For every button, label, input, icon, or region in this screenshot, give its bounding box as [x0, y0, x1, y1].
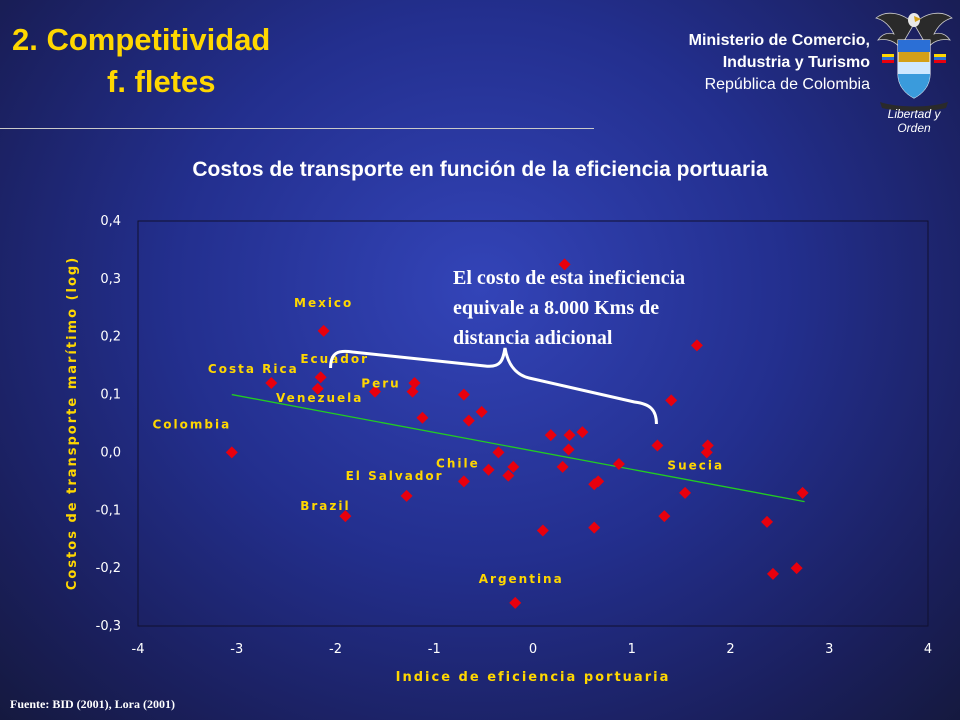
x-tick-label: 4: [924, 642, 932, 657]
data-point-marker: [536, 524, 549, 537]
y-tick-label: 0,3: [100, 272, 121, 287]
source-note: Fuente: BID (2001), Lora (2001): [10, 697, 175, 711]
data-point-marker: [612, 458, 625, 470]
data-point-marker: [761, 515, 774, 528]
data-point-marker: [558, 258, 571, 271]
data-point-marker: [665, 394, 678, 407]
point-label: Venezuela: [276, 391, 363, 405]
y-tick-label: 0,2: [100, 330, 121, 345]
x-tick-label: 1: [628, 642, 636, 657]
data-point-marker: [509, 596, 522, 609]
y-axis-ticks: 0,4 0,3 0,2 0,1 0,0 -0,1 -0,2 -0,3: [96, 214, 121, 634]
data-point-marker: [462, 414, 475, 427]
point-label: Suecia: [667, 458, 724, 472]
data-point-marker: [406, 385, 419, 398]
x-tick-label: 3: [825, 642, 833, 657]
data-point-marker: [556, 460, 569, 473]
data-point-marker: [457, 388, 470, 401]
point-labels: Colombia Costa Rica Mexico Ecuador Venezuela…: [152, 296, 724, 586]
x-tick-label: 0: [529, 642, 537, 657]
data-point-marker: [796, 486, 809, 499]
ministry-line2: Industria y Turismo: [722, 54, 870, 71]
data-point-marker: [408, 377, 421, 389]
point-label: Brazil: [300, 499, 350, 513]
data-point-marker: [790, 562, 803, 575]
data-point-marker: [658, 510, 671, 523]
plot-area: [137, 220, 929, 627]
y-tick-label: 0,0: [100, 445, 121, 460]
slide-subtitle: f. fletes: [107, 64, 216, 99]
data-point-marker: [562, 443, 575, 456]
data-point-marker: [265, 377, 278, 389]
ministry-name: Ministerio de Comercio, Industria y Turi…: [689, 30, 870, 96]
y-tick-label: -0,1: [96, 503, 121, 518]
slide-title: 2. Competitividad: [12, 22, 271, 57]
ministry-line3: República de Colombia: [704, 76, 870, 93]
y-tick-label: 0,1: [100, 388, 121, 403]
point-label: Colombia: [152, 417, 231, 431]
trendline: [231, 393, 805, 503]
data-point-marker: [457, 475, 470, 488]
data-point-marker: [311, 382, 324, 395]
data-point-marker: [690, 339, 703, 352]
data-point-marker: [563, 429, 576, 442]
annotation-line: distancia adicional: [453, 327, 613, 349]
colombia-coat-of-arms-icon: [875, 12, 953, 111]
data-point-marker: [317, 324, 330, 337]
point-label: Argentina: [479, 572, 564, 586]
data-point-marker: [400, 489, 413, 502]
x-tick-label: -2: [329, 642, 342, 657]
data-point-marker: [507, 460, 520, 473]
data-point-marker: [482, 463, 495, 476]
point-label: El Salvador: [346, 469, 444, 483]
data-point-marker: [679, 486, 692, 499]
data-point-marker: [766, 567, 779, 580]
annotation-text: El costo de esta ineficiencia equivale a …: [453, 267, 685, 349]
x-tick-label: -1: [428, 642, 441, 657]
data-point-marker: [651, 439, 664, 452]
point-label: Chile: [436, 456, 480, 470]
data-point-marker: [544, 429, 557, 442]
data-point-marker: [492, 446, 505, 459]
x-tick-label: -4: [132, 642, 145, 657]
x-axis-label: Indice de eficiencia portuaria: [396, 670, 671, 685]
point-label: Costa Rica: [208, 362, 299, 376]
data-point-marker: [416, 411, 429, 424]
chart-title: Costos de transporte en función de la ef…: [192, 158, 768, 181]
ministry-line1: Ministerio de Comercio,: [688, 32, 870, 49]
data-point-marker: [369, 385, 381, 398]
data-point-marker: [588, 521, 601, 534]
data-point-marker: [314, 371, 327, 384]
point-label: Mexico: [294, 296, 353, 310]
data-point-marker: [225, 446, 238, 459]
logo-motto: Libertad y Orden: [887, 107, 941, 135]
title-divider: [0, 128, 594, 129]
data-point-marker: [576, 426, 589, 439]
data-point-marker: [475, 405, 488, 418]
x-axis-ticks: -4 -3 -2 -1 0 1 2 3 4: [132, 642, 933, 657]
annotation-brace: [329, 347, 658, 425]
point-label: Peru: [361, 377, 400, 391]
x-tick-label: 2: [726, 642, 734, 657]
y-tick-label: -0,2: [96, 561, 121, 576]
x-tick-label: -3: [230, 642, 243, 657]
annotation-line: El costo de esta ineficiencia: [453, 267, 685, 289]
point-label: Ecuador: [300, 352, 369, 366]
y-tick-label: -0,3: [96, 619, 121, 634]
data-point-marker: [592, 475, 605, 488]
y-tick-label: 0,4: [100, 214, 121, 229]
data-point-marker: [701, 439, 714, 452]
data-point-marker: [339, 510, 352, 523]
data-point-marker: [502, 469, 515, 482]
annotation-line: equivale a 8.000 Kms de: [453, 297, 659, 319]
data-points: [225, 258, 809, 609]
y-axis-label: Costos de transporte marítimo (log): [65, 256, 80, 590]
